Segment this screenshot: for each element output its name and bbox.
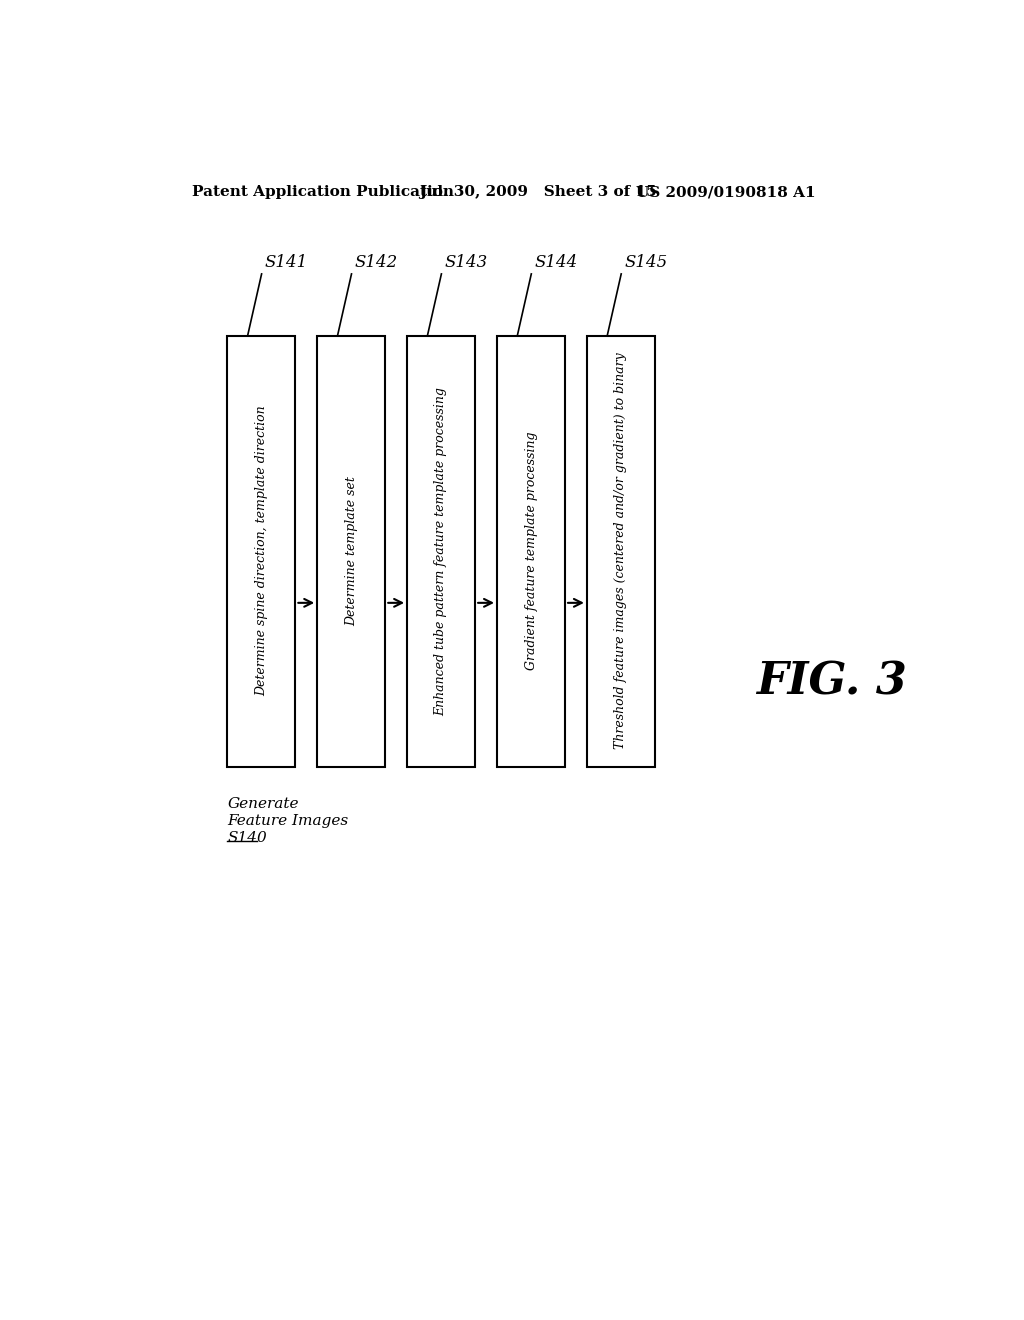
Text: Feature Images: Feature Images: [227, 814, 348, 829]
Text: Patent Application Publication: Patent Application Publication: [193, 185, 455, 199]
Bar: [317, 335, 385, 767]
Bar: [227, 335, 295, 767]
Text: Generate: Generate: [227, 797, 299, 812]
Text: Determine spine direction, template direction: Determine spine direction, template dire…: [255, 405, 268, 697]
Text: Gradient feature template processing: Gradient feature template processing: [524, 432, 538, 671]
Bar: [587, 335, 655, 767]
Text: S145: S145: [625, 253, 668, 271]
Text: US 2009/0190818 A1: US 2009/0190818 A1: [636, 185, 815, 199]
Text: S141: S141: [265, 253, 308, 271]
Text: Determine template set: Determine template set: [345, 477, 357, 626]
Text: S142: S142: [354, 253, 398, 271]
Text: Jul. 30, 2009   Sheet 3 of 15: Jul. 30, 2009 Sheet 3 of 15: [419, 185, 656, 199]
Text: Threshold feature images (centered and/or gradient) to binary: Threshold feature images (centered and/o…: [614, 352, 628, 750]
Text: S140: S140: [227, 832, 267, 845]
Text: S144: S144: [535, 253, 578, 271]
Bar: [497, 335, 565, 767]
Text: Enhanced tube pattern feature template processing: Enhanced tube pattern feature template p…: [434, 387, 447, 715]
Text: FIG. 3: FIG. 3: [756, 660, 906, 704]
Bar: [407, 335, 475, 767]
Text: S143: S143: [444, 253, 487, 271]
